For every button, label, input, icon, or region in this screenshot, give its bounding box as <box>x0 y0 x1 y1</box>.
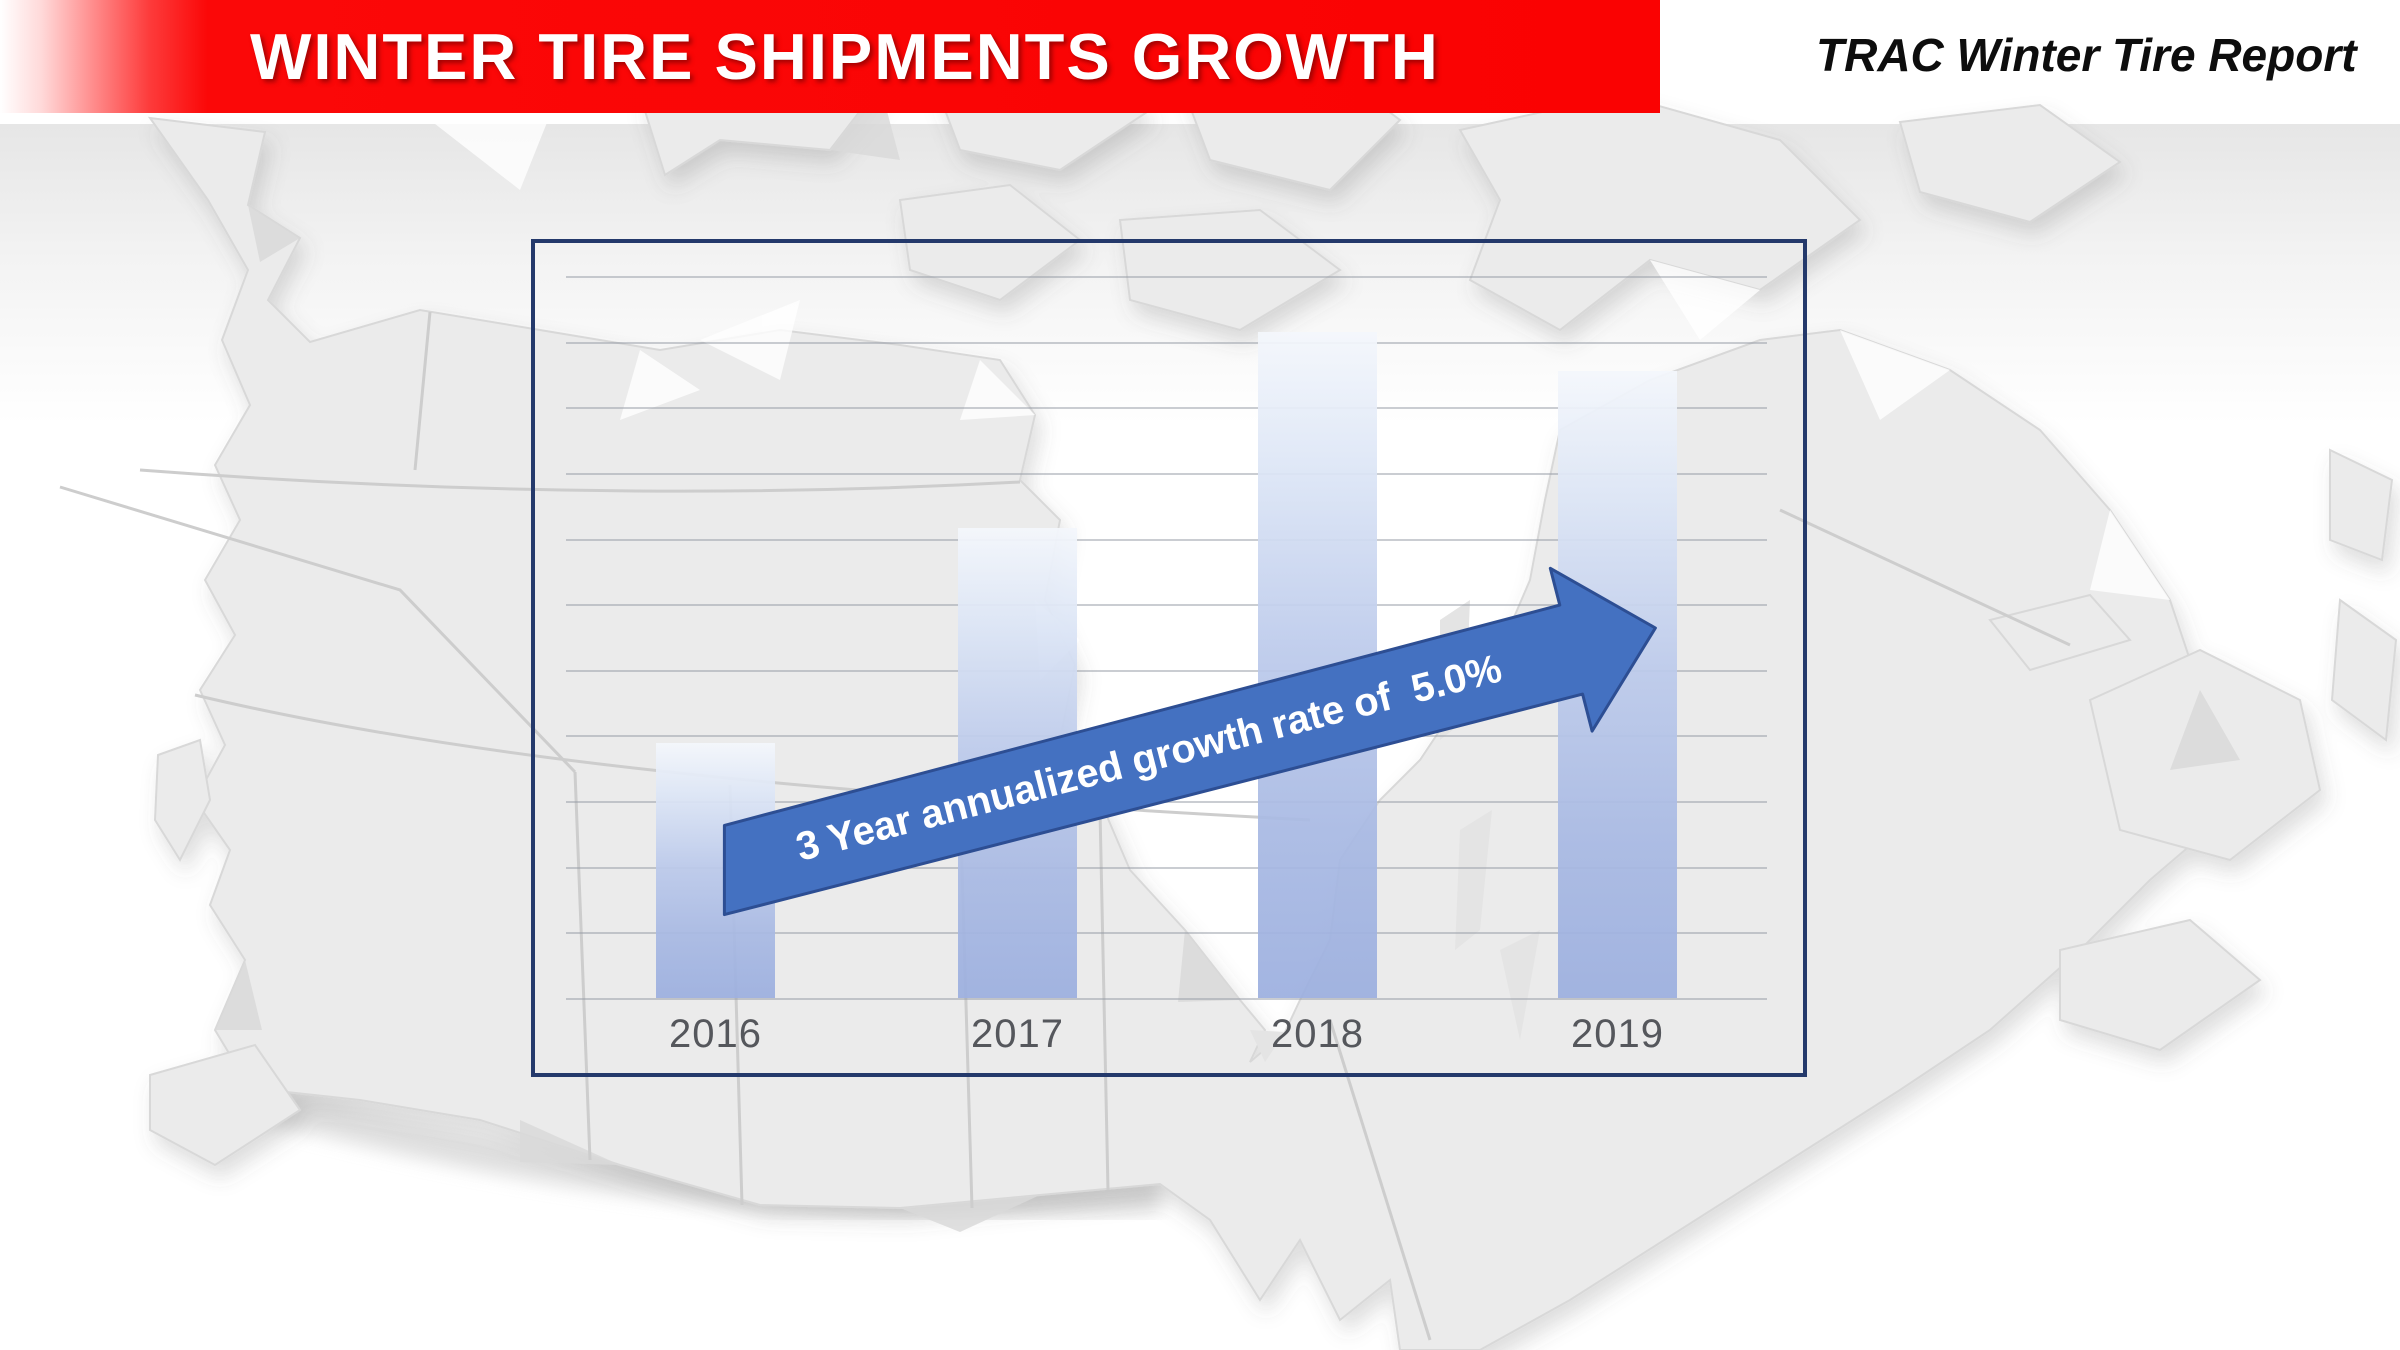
gridline <box>566 276 1767 278</box>
page-title: WINTER TIRE SHIPMENTS GROWTH <box>250 20 1440 93</box>
bar-2017 <box>958 528 1077 998</box>
bar-chart-frame: 2016 2017 2018 2019 <box>531 239 1807 1077</box>
x-axis-label-2017: 2017 <box>971 1012 1064 1056</box>
bar-2019 <box>1558 371 1677 998</box>
gridline <box>566 538 1767 541</box>
x-axis-label-2018: 2018 <box>1271 1012 1364 1056</box>
report-subtitle: TRAC Winter Tire Report <box>1816 29 2357 81</box>
x-axis-label-2016: 2016 <box>669 1012 762 1056</box>
gridline <box>566 472 1767 475</box>
gridline <box>566 407 1767 410</box>
bar-2018 <box>1258 332 1377 998</box>
bar-2016 <box>656 743 775 998</box>
gridline <box>566 932 1767 935</box>
x-axis-label-2019: 2019 <box>1571 1012 1664 1056</box>
gridline <box>566 341 1767 344</box>
gridline <box>566 998 1767 1001</box>
title-banner: WINTER TIRE SHIPMENTS GROWTH <box>0 0 1660 113</box>
